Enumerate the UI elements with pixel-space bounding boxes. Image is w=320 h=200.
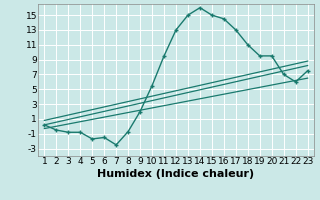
X-axis label: Humidex (Indice chaleur): Humidex (Indice chaleur) xyxy=(97,169,255,179)
